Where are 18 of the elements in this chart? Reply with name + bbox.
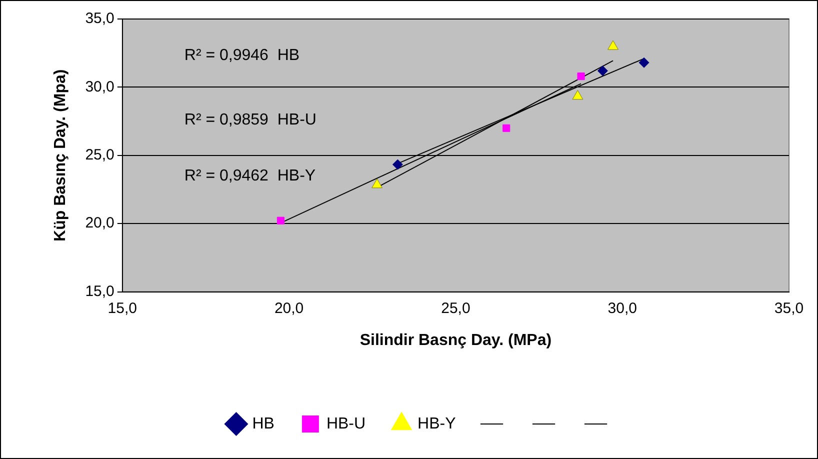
y-tick-label: 20,0 bbox=[85, 214, 114, 232]
x-tick-label: 30,0 bbox=[608, 300, 637, 317]
legend-label: HB-U bbox=[326, 415, 366, 432]
y-tick-label: 35,0 bbox=[85, 10, 114, 28]
x-tick-label: 15,0 bbox=[108, 300, 137, 317]
annotation: R² = 0,9859 HB-U bbox=[184, 111, 316, 128]
x-tick-label: 35,0 bbox=[774, 300, 804, 317]
annotation: R² = 0,9946 HB bbox=[184, 47, 300, 64]
x-axis-title: Silindir Basnç Day. (MPa) bbox=[360, 332, 552, 349]
y-tick-label: 15,0 bbox=[85, 282, 114, 300]
y-tick-label: 25,0 bbox=[85, 146, 114, 164]
legend-label: HB bbox=[252, 415, 274, 432]
y-tick-label: 30,0 bbox=[85, 78, 114, 96]
x-tick-label: 20,0 bbox=[274, 300, 304, 317]
annotation: R² = 0,9462 HB-Y bbox=[184, 167, 316, 184]
legend-label: HB-Y bbox=[418, 415, 456, 432]
y-axis-title: Küp Basınç Day. (Mpa) bbox=[52, 69, 70, 242]
x-tick-label: 25,0 bbox=[441, 300, 470, 317]
